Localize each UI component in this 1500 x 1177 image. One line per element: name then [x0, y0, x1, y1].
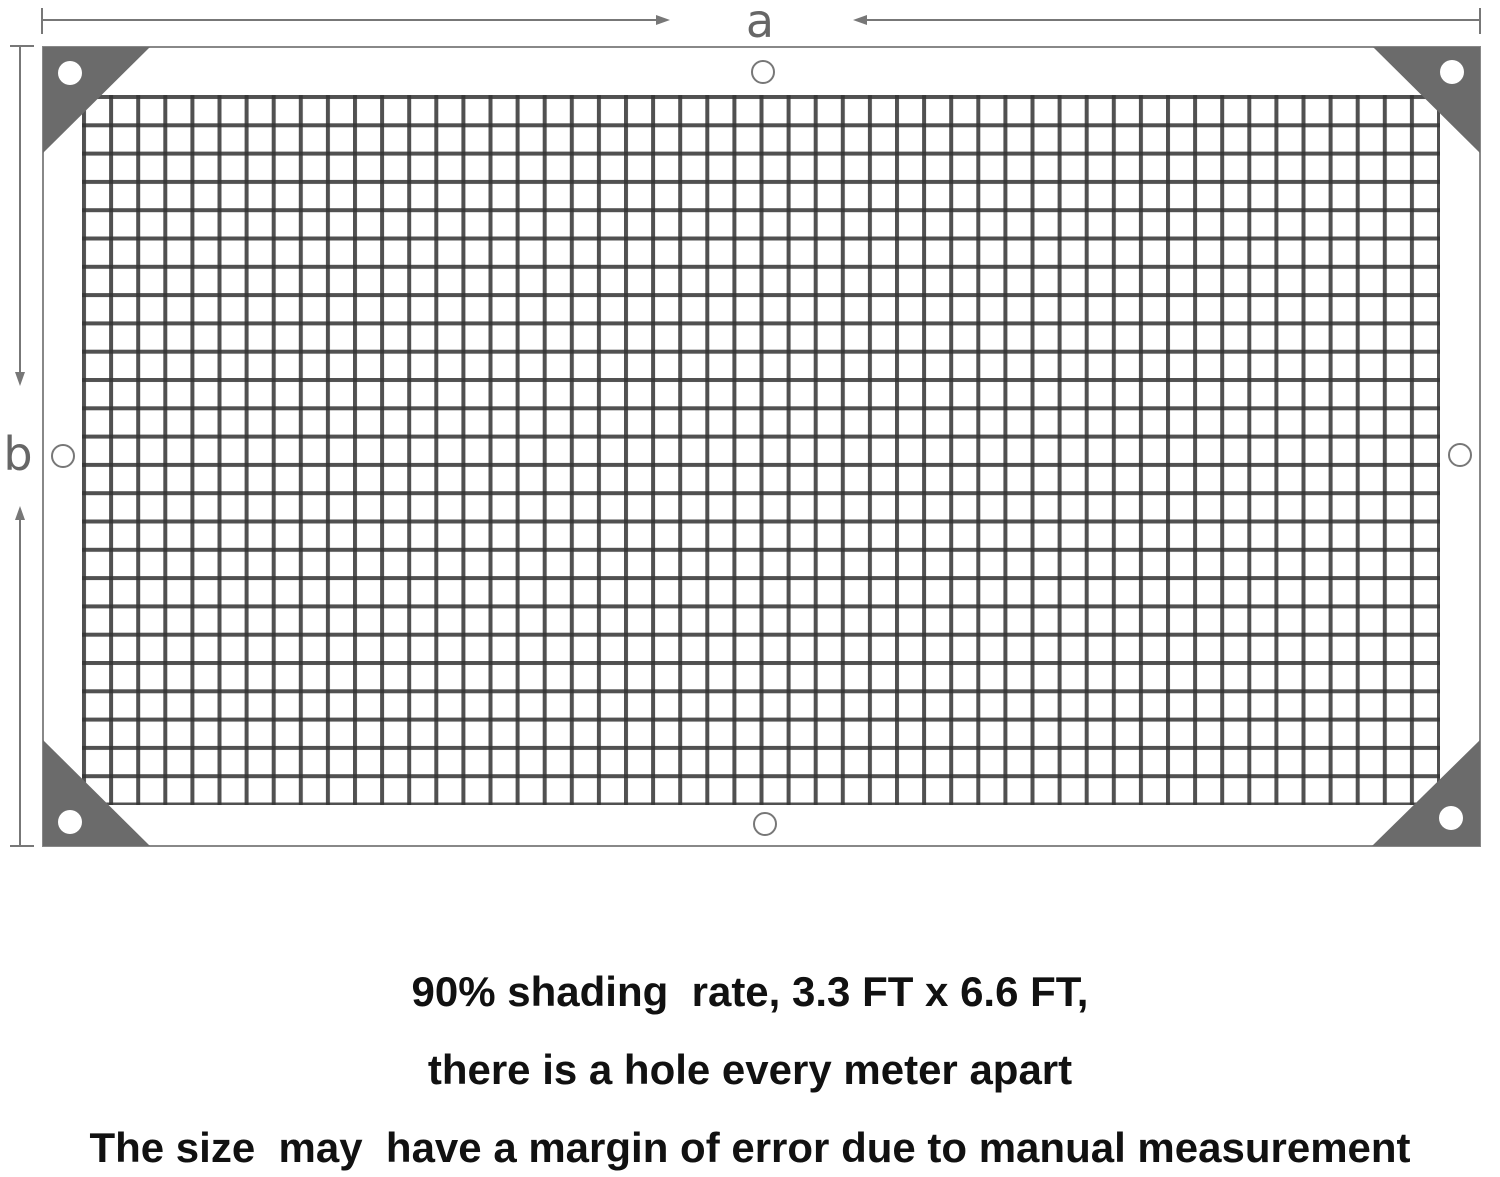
grommets [51, 60, 1472, 836]
grommet-icon [51, 444, 75, 468]
grommet-icon [751, 60, 775, 84]
grommet-icon [1440, 60, 1464, 84]
height-dimension [10, 45, 34, 847]
caption-line-3: The size may have a margin of error due … [89, 1124, 1411, 1171]
grommet-icon [58, 61, 82, 85]
grommet-icon [1439, 806, 1463, 830]
grommet-icon [1448, 443, 1472, 467]
grommet-icon [753, 812, 777, 836]
caption-line-2: there is a hole every meter apart [427, 1046, 1073, 1093]
caption-line-1: 90% shading rate, 3.3 FT x 6.6 FT, [411, 968, 1089, 1015]
width-dimension [41, 8, 1481, 34]
height-label: b [3, 427, 32, 481]
shade-net-diagram: a b [3, 0, 1481, 847]
width-label: a [746, 0, 774, 48]
grommet-icon [58, 810, 82, 834]
mesh-grid [82, 95, 1440, 805]
